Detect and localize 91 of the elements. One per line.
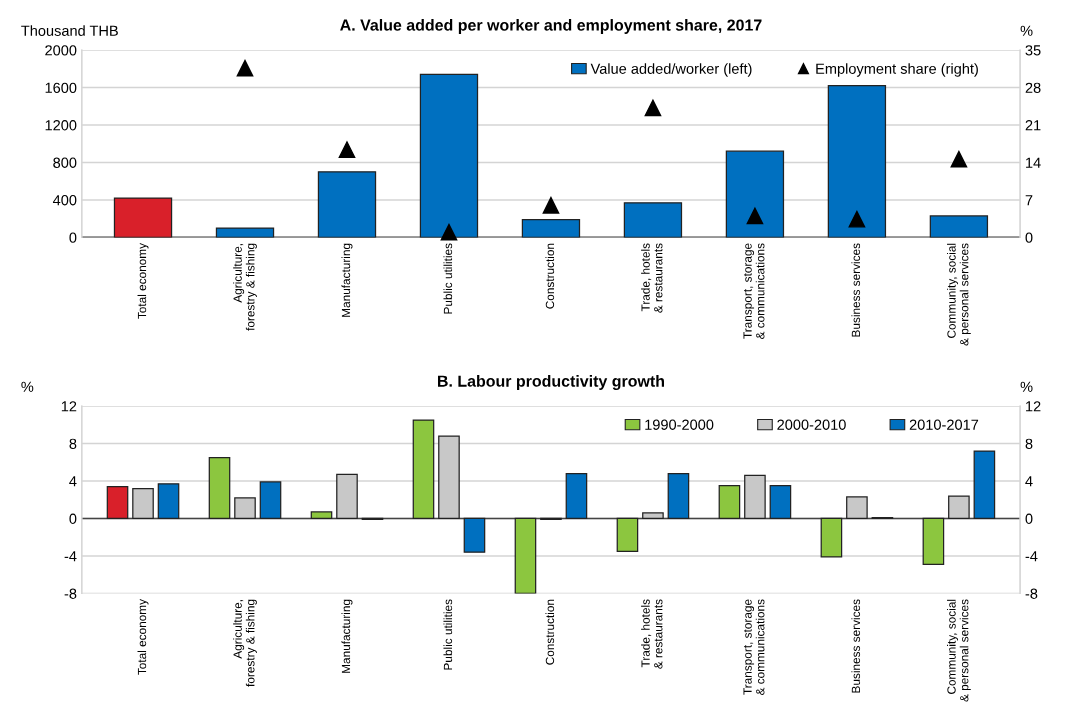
x-tick-label: Transport, storage & communications	[743, 599, 765, 696]
bar	[718, 485, 741, 520]
bar	[948, 495, 970, 520]
y-tick-label: 2000	[45, 45, 77, 56]
y-tick-label: 400	[52, 195, 77, 206]
y2-tick-label: -4	[1025, 551, 1038, 562]
y-tick-label: 1200	[45, 120, 77, 131]
bar	[208, 456, 231, 520]
x-tick-label: Community, social & personal services	[947, 243, 971, 346]
legend-label: Value added/worker (left)	[590, 63, 752, 77]
bar	[667, 472, 690, 520]
point	[440, 223, 458, 241]
x-tick-label: Total economy	[137, 599, 149, 675]
y2-tick-label: 28	[1025, 82, 1041, 93]
y-axis-title: Thousand THB	[21, 25, 118, 36]
point	[950, 150, 968, 168]
y-tick-label: 12	[61, 401, 77, 412]
bar	[623, 202, 683, 238]
bar	[132, 487, 154, 520]
x-tick-label: Agriculture, forestry & fishing	[233, 599, 257, 687]
y2-tick-label: 0	[1025, 232, 1033, 243]
y2-tick-label: 0	[1025, 513, 1033, 524]
y2-tick-label: -8	[1025, 588, 1038, 599]
legend-label: 2000-2010	[777, 419, 846, 430]
x-tick-label: Agriculture, forestry & fishing	[233, 243, 257, 331]
bar	[725, 150, 785, 238]
chart-title: B. Labour productivity growth	[438, 375, 664, 391]
bar	[769, 485, 792, 520]
x-tick-label: Construction	[545, 243, 555, 309]
x-tick-label: Public utilities	[443, 599, 453, 670]
y-tick-label: -4	[64, 551, 77, 562]
bar	[234, 497, 256, 520]
bar	[616, 517, 639, 552]
y2-tick-label: 21	[1025, 120, 1041, 131]
y-tick-label: 800	[53, 157, 77, 168]
bar	[113, 197, 173, 238]
y2-tick-label: 8	[1025, 438, 1033, 449]
bar	[463, 517, 486, 553]
bar	[157, 483, 180, 520]
y-tick-label: 4	[69, 476, 77, 487]
bar	[310, 511, 333, 520]
x-tick-label: Transport, storage & communications	[743, 243, 765, 340]
point	[338, 141, 356, 158]
x-tick-label: Manufacturing	[341, 599, 353, 673]
y2-tick-label: 35	[1025, 45, 1041, 56]
bar	[846, 496, 868, 520]
x-tick-label: Construction	[545, 599, 555, 665]
point	[848, 210, 866, 228]
x-tick-label: Trade, hotels & restaurants	[641, 599, 663, 669]
bar	[259, 481, 282, 520]
x-tick-label: Business services	[851, 599, 861, 693]
bar	[215, 227, 275, 238]
bar	[929, 215, 989, 238]
x-tick-label: Public utilities	[443, 243, 453, 314]
y-axis-title: %	[21, 381, 34, 392]
y-tick-label: 0	[69, 513, 77, 524]
bar	[922, 517, 945, 566]
legend-label: 1990-2000	[645, 419, 714, 430]
bar	[642, 512, 664, 520]
point	[236, 59, 254, 77]
bar	[514, 517, 537, 594]
x-tick-label: Community, social & personal services	[947, 599, 971, 702]
bar	[827, 85, 887, 238]
legend-label: 2010-2017	[909, 419, 979, 430]
bar	[412, 419, 435, 520]
y2-tick-label: 4	[1025, 476, 1033, 487]
bar	[419, 73, 479, 238]
bar	[106, 486, 129, 520]
x-tick-label: Trade, hotels & restaurants	[641, 243, 663, 313]
y2-axis-title: %	[1020, 381, 1033, 392]
point	[542, 196, 560, 214]
bar	[820, 517, 843, 558]
bar	[317, 171, 377, 238]
point	[746, 207, 764, 225]
y-tick-label: -8	[64, 588, 77, 599]
y2-axis-title: %	[1020, 25, 1033, 36]
x-tick-label: Business services	[851, 243, 861, 337]
y2-tick-label: 7	[1025, 195, 1033, 206]
point	[644, 99, 662, 117]
chart-title: A. Value added per worker and employment share, 2017	[340, 19, 762, 34]
y-tick-label: 0	[69, 232, 77, 243]
y-tick-label: 8	[69, 438, 77, 449]
y2-tick-label: 14	[1026, 157, 1041, 168]
y2-tick-label: 12	[1026, 401, 1041, 412]
legend-label: Employment share (right)	[816, 63, 978, 77]
y-tick-label: 1600	[45, 82, 77, 93]
bar	[521, 219, 581, 238]
bar	[973, 450, 996, 520]
x-tick-label: Manufacturing	[341, 243, 353, 317]
bar	[565, 472, 588, 520]
x-tick-label: Total economy	[137, 243, 149, 319]
